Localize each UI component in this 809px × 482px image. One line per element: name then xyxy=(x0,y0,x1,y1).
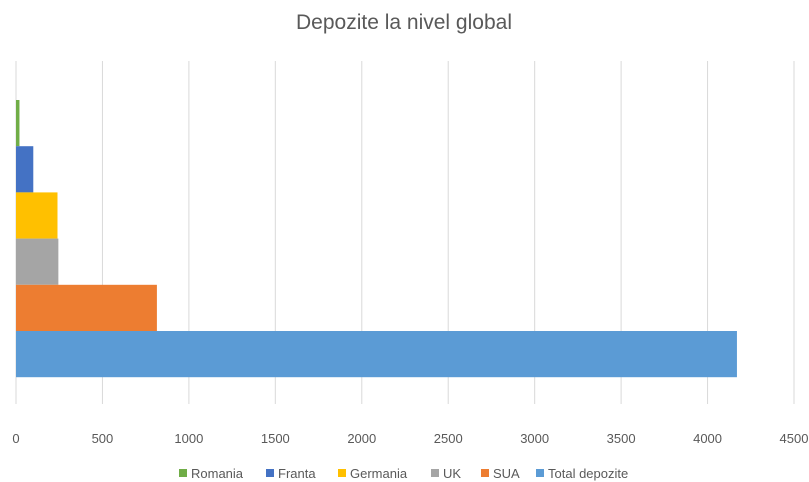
gridlines xyxy=(15,61,795,404)
legend-label: UK xyxy=(443,466,461,481)
legend-swatch xyxy=(536,469,544,477)
x-axis-ticks: 0 500 1000 1500 2000 2500 3000 3500 4000 4500 xyxy=(12,431,808,446)
legend-item: Total depozite xyxy=(536,466,628,481)
legend-swatch xyxy=(481,469,489,477)
x-tick-label: 2500 xyxy=(434,431,463,446)
x-tick-label: 1000 xyxy=(174,431,203,446)
legend: Romania Franta Germania UK SUA Total depozite xyxy=(179,466,628,481)
x-tick-label: 1500 xyxy=(261,431,290,446)
legend-swatch xyxy=(266,469,274,477)
x-tick-label: 3500 xyxy=(607,431,636,446)
legend-item: UK xyxy=(431,466,461,481)
legend-label: Germania xyxy=(350,466,408,481)
bar-total-depozite xyxy=(16,331,737,378)
bar-sua xyxy=(16,284,157,331)
x-tick-label: 500 xyxy=(92,431,114,446)
legend-item: SUA xyxy=(481,466,520,481)
x-tick-label: 4500 xyxy=(780,431,809,446)
bar-germania xyxy=(16,192,58,239)
x-tick-label: 4000 xyxy=(693,431,722,446)
x-tick-label: 2000 xyxy=(347,431,376,446)
legend-swatch xyxy=(431,469,439,477)
legend-item: Romania xyxy=(179,466,244,481)
legend-swatch xyxy=(179,469,187,477)
legend-label: Franta xyxy=(278,466,316,481)
x-tick-label: 3000 xyxy=(520,431,549,446)
legend-label: SUA xyxy=(493,466,520,481)
bar-romania xyxy=(16,100,20,147)
bar-uk xyxy=(16,238,59,285)
bar-franta xyxy=(16,146,34,193)
legend-swatch xyxy=(338,469,346,477)
legend-label: Total depozite xyxy=(548,466,628,481)
x-tick-label: 0 xyxy=(12,431,19,446)
bars xyxy=(16,100,737,378)
legend-item: Franta xyxy=(266,466,316,481)
legend-label: Romania xyxy=(191,466,244,481)
chart-title: Depozite la nivel global xyxy=(296,11,512,34)
legend-item: Germania xyxy=(338,466,408,481)
